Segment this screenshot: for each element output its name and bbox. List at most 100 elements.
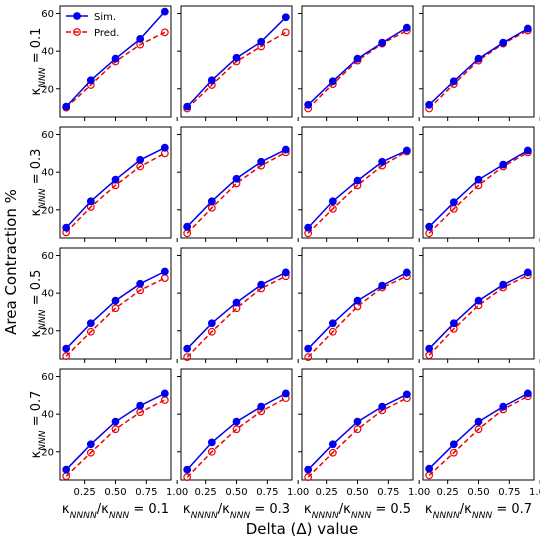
- sim-point: [232, 174, 241, 183]
- pred-point: [328, 204, 337, 213]
- sim-point: [136, 401, 145, 410]
- y-tick-label: 60: [41, 9, 54, 20]
- sim-point: [111, 296, 120, 305]
- y-tick-label: 20: [41, 84, 54, 95]
- sim-point: [449, 198, 458, 207]
- sim-point: [86, 76, 95, 85]
- x-tick-label: 0.50: [104, 487, 126, 498]
- sim-point: [62, 465, 71, 474]
- sim-point: [378, 157, 387, 166]
- x-tick-label: 0.75: [498, 487, 520, 498]
- sim-point: [183, 102, 192, 111]
- sim-point: [160, 7, 169, 16]
- pred-point: [160, 396, 169, 404]
- pred-point: [207, 447, 216, 456]
- row-label: κNNN = 0.1: [29, 28, 48, 96]
- sim-point: [257, 157, 266, 166]
- sim-point: [281, 268, 290, 277]
- x-tick-label: 1.00: [408, 487, 430, 498]
- sim-series-line: [428, 27, 529, 106]
- pred-point: [111, 304, 120, 313]
- y-axis-label: Area Contraction %: [2, 189, 20, 335]
- pred-point: [86, 448, 95, 457]
- pred-series-line: [307, 397, 408, 478]
- sim-point: [183, 344, 192, 353]
- sim-series-line: [186, 148, 287, 228]
- pred-series-line: [65, 277, 166, 357]
- column-label: κNNNN/κNNN = 0.1: [62, 502, 169, 521]
- sim-series-line: [186, 392, 287, 471]
- pred-point: [449, 448, 458, 457]
- pred-point: [232, 425, 241, 434]
- sim-point: [304, 465, 313, 474]
- legend-pred-marker: [73, 28, 81, 36]
- x-tick-label: 1.00: [166, 487, 188, 498]
- sim-point: [136, 279, 145, 288]
- sim-point: [304, 100, 313, 109]
- sim-point: [474, 296, 483, 305]
- sim-point: [523, 24, 532, 33]
- sim-point: [62, 223, 71, 232]
- y-tick-label: 40: [41, 47, 54, 58]
- sim-point: [160, 143, 169, 152]
- sim-point: [281, 145, 290, 154]
- sim-point: [281, 389, 290, 398]
- pred-point: [183, 353, 192, 362]
- pred-series-line: [186, 151, 287, 234]
- sim-point: [499, 402, 508, 411]
- sim-point: [136, 156, 145, 164]
- sim-point: [257, 402, 266, 411]
- pred-series-line: [186, 31, 287, 110]
- pred-point: [304, 473, 313, 482]
- sim-point: [353, 417, 362, 426]
- x-axis-label: Delta (Δ) value: [246, 520, 359, 538]
- y-tick-label: 40: [41, 410, 54, 421]
- pred-point: [328, 327, 337, 336]
- pred-point: [353, 425, 362, 434]
- x-tick-label: 0.25: [195, 487, 217, 498]
- sim-point: [353, 176, 362, 185]
- pred-point: [111, 425, 120, 434]
- sim-point: [402, 390, 411, 399]
- sim-point: [304, 344, 313, 353]
- pred-series-line: [428, 151, 529, 234]
- sim-point: [207, 438, 216, 447]
- legend: Sim. Pred.: [66, 12, 119, 39]
- sim-point: [111, 175, 120, 184]
- sim-point: [111, 54, 120, 63]
- sim-series-line: [307, 271, 408, 350]
- sim-point: [232, 53, 241, 62]
- pred-point: [160, 274, 169, 283]
- pred-series-line: [65, 399, 166, 477]
- sim-point: [328, 197, 337, 206]
- sim-point: [378, 38, 387, 47]
- x-tick-label: 0.25: [74, 487, 96, 498]
- pred-point: [86, 327, 95, 336]
- x-tick-label: 1.00: [287, 487, 309, 498]
- sim-point: [232, 417, 241, 426]
- row-label: κNNN = 0.3: [29, 149, 48, 217]
- pred-point: [62, 472, 71, 481]
- sim-point: [136, 35, 145, 43]
- sim-point: [499, 38, 508, 47]
- sim-point: [160, 267, 169, 276]
- sim-point: [304, 223, 313, 232]
- sim-point: [232, 298, 241, 307]
- sim-point: [474, 54, 483, 63]
- sim-point: [474, 175, 483, 184]
- sim-point: [523, 146, 532, 155]
- pred-point: [281, 28, 290, 37]
- sim-point: [328, 319, 337, 328]
- x-tick-label: 0.75: [256, 487, 278, 498]
- y-tick-label: 60: [41, 130, 54, 141]
- sim-point: [499, 160, 508, 169]
- sim-point: [523, 268, 532, 277]
- sim-point: [257, 37, 266, 46]
- pred-series-line: [307, 275, 408, 358]
- y-tick-label: 40: [41, 289, 54, 300]
- pred-series-line: [307, 150, 408, 234]
- sim-point: [378, 402, 387, 411]
- pred-point: [425, 471, 434, 480]
- pred-point: [425, 229, 434, 238]
- sim-point: [207, 197, 216, 206]
